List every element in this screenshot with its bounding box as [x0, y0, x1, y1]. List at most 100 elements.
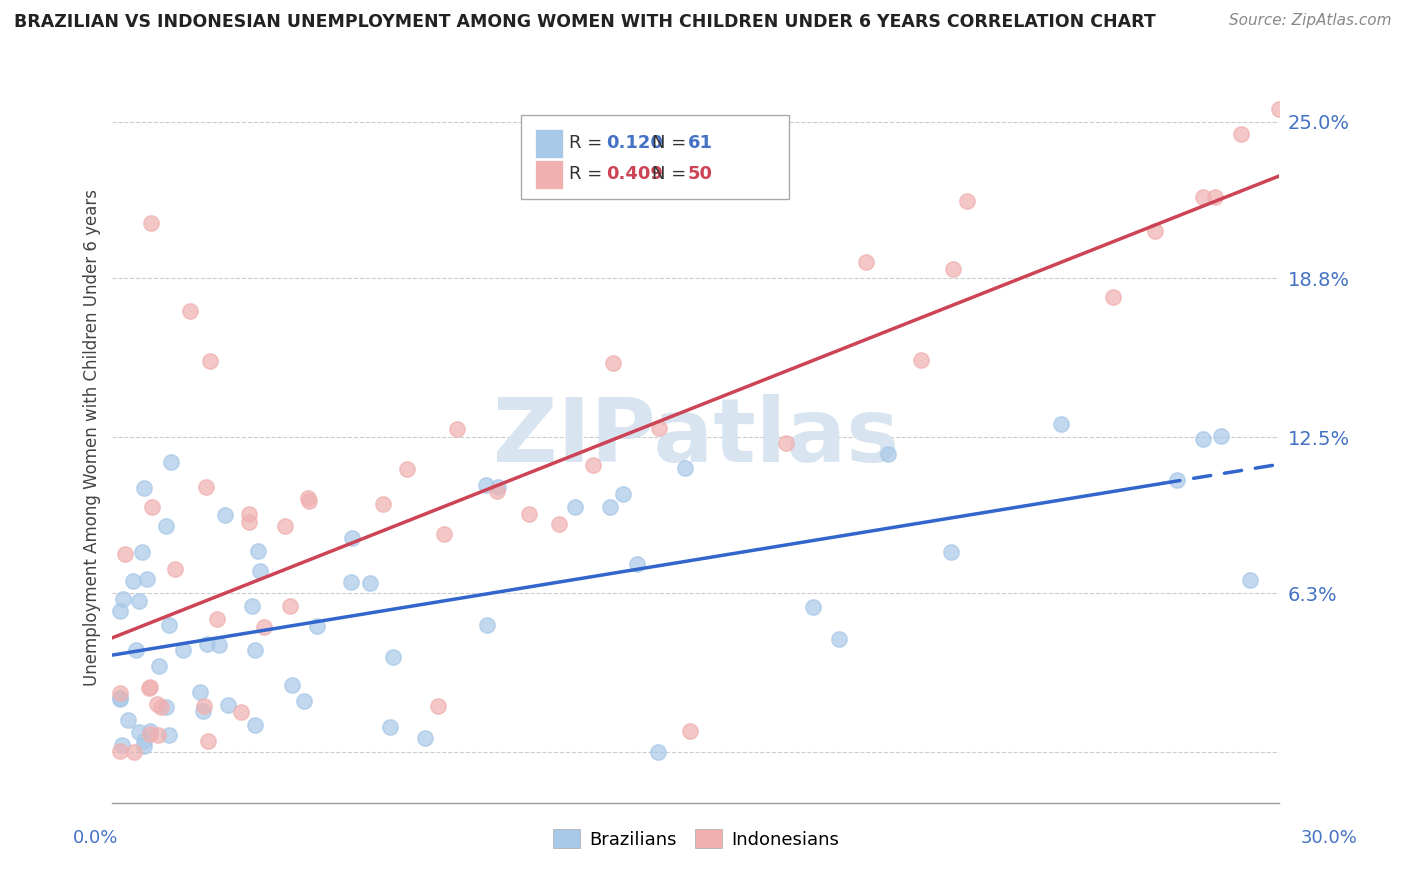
Point: [114, 547, 136, 561]
Point: [110, 692, 132, 706]
Text: 0.0%: 0.0%: [73, 829, 118, 847]
Point: [433, 527, 456, 541]
Point: [253, 620, 276, 634]
Point: [198, 354, 221, 368]
Point: [855, 255, 877, 269]
FancyBboxPatch shape: [534, 128, 562, 158]
Point: [910, 353, 932, 368]
Text: N =: N =: [651, 165, 692, 183]
Text: R =: R =: [569, 165, 607, 183]
Point: [179, 304, 201, 318]
Text: ZIPatlas: ZIPatlas: [494, 393, 898, 481]
Point: [132, 481, 155, 495]
Point: [415, 731, 437, 745]
Point: [128, 594, 150, 608]
Text: Source: ZipAtlas.com: Source: ZipAtlas.com: [1229, 13, 1392, 29]
Point: [877, 447, 900, 461]
Point: [247, 544, 270, 558]
Point: [249, 564, 271, 578]
Point: [139, 680, 162, 694]
Point: [111, 739, 134, 753]
Point: [1192, 190, 1215, 204]
Point: [138, 681, 160, 695]
Point: [581, 458, 603, 472]
Point: [193, 698, 215, 713]
Point: [139, 727, 162, 741]
Text: 61: 61: [688, 135, 713, 153]
Point: [160, 455, 183, 469]
Text: 0.120: 0.120: [606, 135, 664, 153]
Point: [446, 421, 468, 435]
Point: [602, 356, 624, 370]
Point: [297, 491, 319, 506]
Point: [679, 723, 702, 738]
Point: [155, 519, 177, 533]
Point: [141, 500, 163, 514]
Point: [626, 557, 648, 571]
FancyBboxPatch shape: [534, 160, 562, 189]
Point: [475, 618, 498, 632]
Point: [647, 745, 669, 759]
Point: [205, 612, 228, 626]
Point: [208, 639, 231, 653]
Point: [163, 562, 186, 576]
Point: [240, 599, 263, 614]
Point: [238, 515, 260, 529]
Point: [1268, 102, 1291, 116]
Point: [1239, 573, 1261, 587]
Point: [517, 507, 540, 521]
Point: [132, 734, 155, 748]
Point: [475, 477, 498, 491]
Point: [340, 531, 363, 545]
Point: [281, 678, 304, 692]
Point: [131, 544, 153, 558]
Point: [190, 685, 212, 699]
Point: [110, 744, 132, 758]
Point: [1229, 128, 1251, 142]
Point: [132, 739, 155, 754]
Point: [775, 435, 797, 450]
Point: [111, 591, 134, 606]
Point: [157, 728, 180, 742]
Point: [195, 480, 218, 494]
Point: [292, 694, 315, 708]
Point: [942, 262, 965, 277]
Point: [122, 745, 145, 759]
Point: [340, 574, 363, 589]
Point: [801, 600, 824, 615]
Point: [217, 698, 239, 712]
Point: [426, 699, 449, 714]
Point: [307, 619, 329, 633]
Point: [138, 724, 160, 739]
Point: [1166, 473, 1188, 487]
Point: [214, 508, 236, 522]
Point: [197, 734, 219, 748]
Point: [238, 507, 260, 521]
Point: [1204, 190, 1226, 204]
Point: [298, 493, 321, 508]
Point: [396, 462, 419, 476]
Text: 30.0%: 30.0%: [1301, 829, 1357, 847]
Point: [612, 487, 634, 501]
Point: [157, 617, 180, 632]
Point: [110, 691, 132, 706]
Point: [195, 637, 218, 651]
Point: [673, 461, 696, 475]
Legend: Brazilians, Indonesians: Brazilians, Indonesians: [546, 822, 846, 856]
Text: N =: N =: [651, 135, 692, 153]
Point: [229, 705, 252, 719]
Point: [110, 686, 132, 700]
Point: [382, 650, 405, 665]
Point: [359, 576, 381, 591]
Point: [146, 728, 169, 742]
Point: [125, 642, 148, 657]
Point: [148, 659, 170, 673]
Y-axis label: Unemployment Among Women with Children Under 6 years: Unemployment Among Women with Children U…: [83, 188, 101, 686]
Point: [1144, 224, 1167, 238]
Point: [110, 604, 132, 618]
FancyBboxPatch shape: [520, 115, 789, 200]
Point: [648, 420, 671, 434]
Point: [155, 700, 177, 714]
Point: [564, 500, 586, 515]
Point: [245, 718, 267, 732]
